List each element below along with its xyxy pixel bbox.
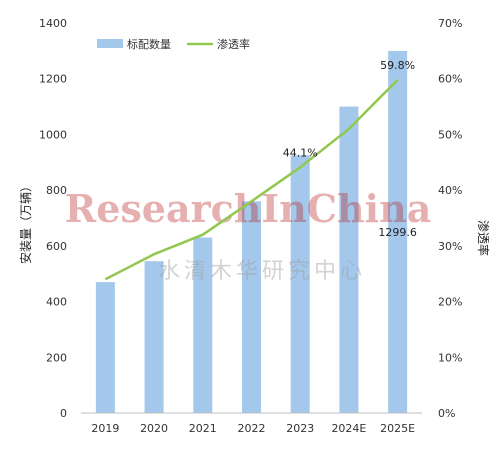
y2-tick-label: 20% — [438, 296, 462, 309]
x-tick-label: 2023 — [286, 422, 314, 435]
bar — [95, 282, 115, 413]
y-tick-label: 1000 — [39, 128, 67, 141]
y2-tick-label: 50% — [438, 128, 462, 141]
legend-label-bar: 标配数量 — [127, 37, 171, 51]
y-tick-label: 1400 — [39, 17, 67, 30]
y2-tick-label: 60% — [438, 73, 462, 86]
legend-label-line: 渗透率 — [217, 37, 250, 51]
y-axis-title: 安装量（万辆） — [18, 180, 33, 264]
bar — [339, 106, 359, 414]
watermark-logo: ResearchInChina — [65, 186, 432, 231]
x-axis: 2019 2020 2021 2022 2023 2024E 2025E — [91, 422, 415, 435]
y2-tick-label: 30% — [438, 240, 462, 253]
line-path — [104, 78, 399, 281]
legend-swatch-bar — [97, 39, 123, 48]
y-tick-label: 400 — [46, 296, 67, 309]
y2-tick-label: 0% — [438, 407, 455, 420]
line-series — [104, 78, 399, 281]
data-labels: 44.1% 59.8% 1299.6 — [283, 59, 417, 239]
watermark: ResearchInChina 水清木华研究中心 — [65, 186, 432, 284]
x-tick-label: 2025E — [380, 422, 415, 435]
x-tick-label: 2024E — [331, 422, 366, 435]
y-tick-label: 1200 — [39, 73, 67, 86]
watermark-cn: 水清木华研究中心 — [158, 259, 366, 284]
bar — [242, 201, 261, 413]
bar — [144, 261, 164, 413]
y2-tick-label: 10% — [438, 351, 462, 364]
x-tick-label: 2020 — [140, 422, 168, 435]
x-tick-label: 2019 — [91, 422, 119, 435]
y-axis-right: 0% 10% 20% 30% 40% 50% 60% 70% — [438, 17, 462, 420]
x-tick-label: 2021 — [189, 422, 217, 435]
bar — [290, 155, 310, 414]
bar — [193, 237, 213, 413]
y-tick-label: 200 — [46, 351, 67, 364]
y2-axis-title: 渗透率 — [476, 220, 491, 256]
y2-tick-label: 70% — [438, 17, 462, 30]
x-tick-label: 2022 — [238, 422, 266, 435]
data-label: 59.8% — [380, 59, 415, 72]
bar — [388, 50, 408, 414]
bar-series — [81, 50, 422, 414]
y-tick-label: 800 — [46, 184, 67, 197]
data-label: 1299.6 — [378, 226, 417, 239]
data-label: 44.1% — [283, 146, 318, 159]
y-tick-label: 600 — [46, 240, 67, 253]
legend: 标配数量 渗透率 — [97, 37, 250, 51]
y-tick-label: 0 — [60, 407, 67, 420]
y2-tick-label: 40% — [438, 184, 462, 197]
y-axis-left: 0 200 400 600 800 1000 1200 1400 — [39, 17, 67, 420]
